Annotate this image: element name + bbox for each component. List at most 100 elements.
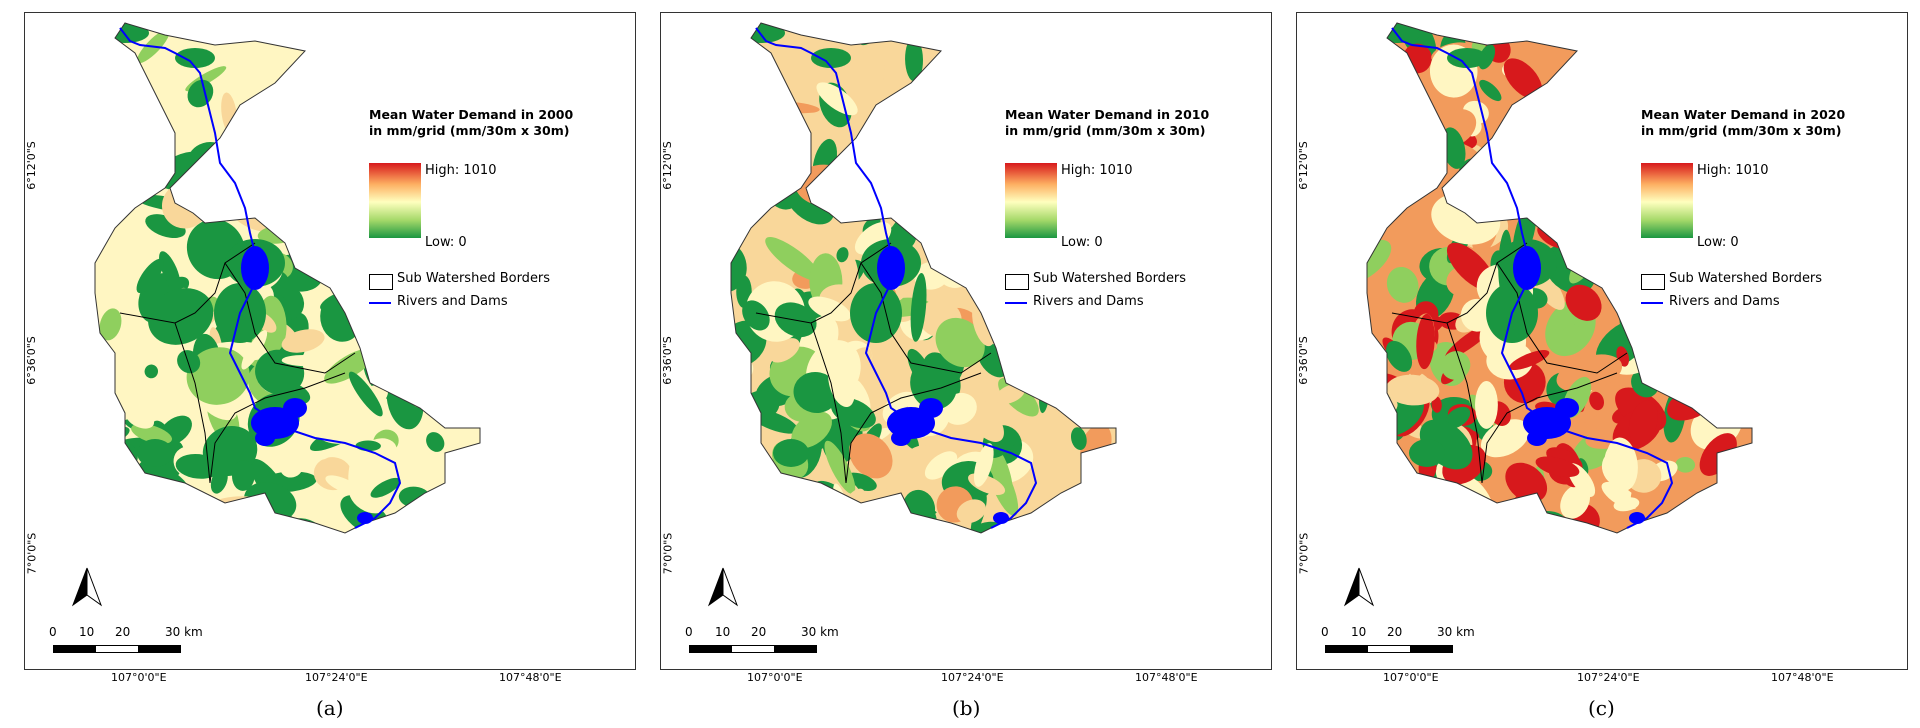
land-cover-patch [219, 533, 272, 562]
land-cover-patch [95, 400, 99, 443]
land-cover-patch [769, 338, 800, 363]
land-cover-patch [287, 134, 314, 160]
land-cover-patch [1385, 374, 1440, 406]
land-cover-patch [1429, 489, 1444, 505]
dam-reservoir [919, 398, 943, 418]
land-cover-patch [905, 37, 923, 82]
legend-title: Mean Water Demand in 2010 in mm/grid (mm… [1005, 107, 1210, 138]
land-cover-patch [165, 532, 198, 533]
watershed-map [1330, 22, 1753, 607]
sub-watershed-border [174, 322, 211, 484]
land-cover-patch [956, 499, 986, 524]
land-cover-patch [68, 487, 88, 511]
scale-tick: 0 [1321, 625, 1329, 639]
lon-label: 107°0'0"E [1383, 671, 1439, 684]
land-cover-patch [912, 534, 951, 566]
lat-label: 7°0'0"S [25, 532, 39, 575]
legend-rivers: Rivers and Dams [1033, 294, 1144, 309]
scale-tick: 20 [1387, 625, 1403, 639]
land-cover-patch [40, 266, 95, 318]
legend-high: High: 1010 [1697, 163, 1769, 178]
dam-reservoir [1527, 430, 1547, 446]
scale-tick: 0 [49, 625, 57, 639]
river-line [119, 27, 402, 529]
land-cover-patch [281, 354, 329, 367]
land-cover-patch [1398, 112, 1438, 123]
land-cover-patch [1480, 419, 1530, 458]
dam-reservoir [255, 430, 275, 446]
land-cover-patch [232, 460, 255, 491]
land-cover-patch [1726, 388, 1752, 422]
land-cover-patch [875, 541, 896, 570]
land-cover-patch [108, 469, 156, 523]
land-cover-patch [95, 388, 100, 408]
lon-label: 107°48'0"E [1135, 671, 1198, 684]
land-cover-patch [1509, 350, 1550, 370]
scale-tick: 0 [685, 625, 693, 639]
watershed-outline [730, 22, 1117, 534]
land-cover-patch [811, 23, 848, 30]
river-line [1391, 27, 1674, 529]
land-cover-patch [714, 13, 750, 21]
lon-label: 107°48'0"E [1771, 671, 1834, 684]
land-cover-patch [1444, 406, 1471, 429]
land-cover-patch [1675, 343, 1720, 387]
land-cover-patch [731, 490, 752, 529]
land-cover-patch [1505, 462, 1548, 503]
land-cover-patch [836, 247, 849, 263]
land-cover-patch [1535, 456, 1580, 478]
scale-tick: 20 [751, 625, 767, 639]
color-ramp [1005, 163, 1057, 238]
land-cover-patch [1070, 427, 1087, 451]
scale-tick: 30 km [801, 625, 839, 639]
caption-a: (a) [316, 696, 344, 720]
land-cover-patch [144, 364, 159, 379]
land-cover-patch [872, 525, 915, 533]
land-cover-patch [931, 42, 1000, 61]
dam-reservoir [891, 430, 911, 446]
sub-watershed-border [860, 262, 992, 374]
river-swatch [369, 302, 391, 304]
land-cover-patch [731, 455, 756, 480]
land-cover-patch [123, 148, 153, 185]
land-cover-patch [112, 153, 130, 171]
land-cover-patch [95, 426, 130, 453]
land-cover-patch [869, 13, 911, 14]
forest-patch [137, 439, 173, 467]
land-cover-patch [200, 524, 242, 533]
land-cover-patch [1675, 456, 1696, 473]
land-cover-patch [281, 159, 317, 195]
land-cover-patch [1565, 284, 1602, 321]
land-cover-patch [95, 148, 125, 209]
land-cover-patch [738, 450, 755, 475]
land-cover-patch [1613, 497, 1640, 512]
land-cover-patch [287, 187, 328, 241]
land-cover-patch [1330, 171, 1350, 229]
watershed-map [686, 13, 1117, 607]
land-cover-patch [1481, 153, 1531, 193]
dam-reservoir [357, 512, 373, 524]
land-cover-patch [95, 113, 127, 131]
land-cover-patch [1554, 145, 1609, 172]
legend-title: Mean Water Demand in 2020 in mm/grid (mm… [1641, 107, 1846, 138]
land-cover-patch [887, 13, 921, 19]
land-cover-patch [808, 296, 851, 322]
land-cover-patch [1628, 400, 1658, 445]
land-cover-patch [197, 545, 243, 592]
land-cover-patch [107, 129, 135, 158]
land-cover-patch [1742, 372, 1752, 428]
land-cover-patch [1508, 531, 1541, 567]
land-cover-patch [281, 329, 325, 353]
land-cover-patch [125, 408, 155, 429]
land-cover-patch [106, 471, 121, 492]
land-cover-patch [854, 222, 892, 255]
land-cover-patch [162, 538, 206, 577]
land-cover-patch [686, 404, 729, 447]
color-ramp [369, 163, 421, 238]
scale-tick: 30 km [165, 625, 203, 639]
land-cover-patch [1568, 545, 1610, 570]
land-cover-patch [1519, 528, 1552, 533]
land-cover-patch [973, 443, 994, 487]
forest-patch [811, 48, 851, 68]
dam-reservoir [993, 512, 1009, 524]
